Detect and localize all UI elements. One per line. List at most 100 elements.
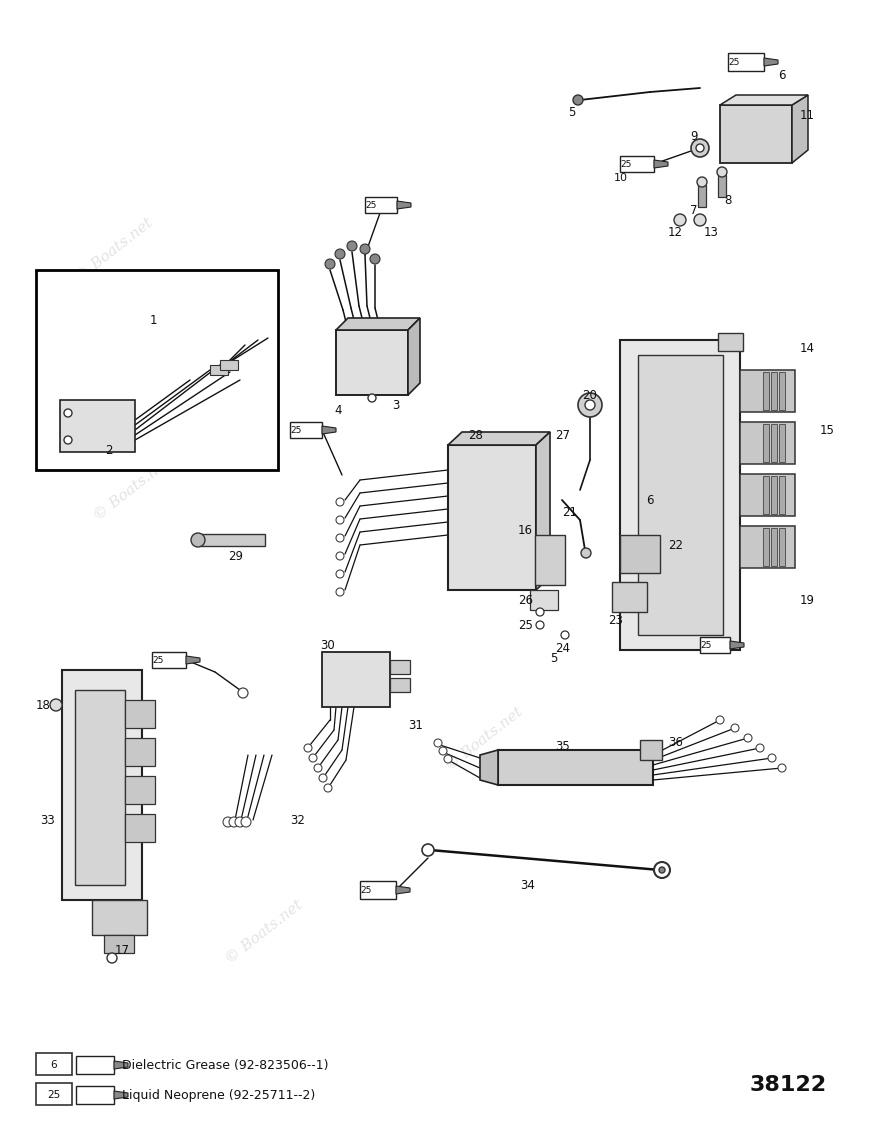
Polygon shape: [397, 201, 411, 209]
Circle shape: [370, 254, 380, 264]
Circle shape: [241, 818, 251, 827]
Text: 14: 14: [800, 341, 815, 355]
Circle shape: [360, 244, 370, 254]
Text: 15: 15: [820, 423, 835, 437]
Bar: [720, 105, 792, 163]
Circle shape: [573, 96, 583, 105]
Polygon shape: [792, 96, 808, 163]
Polygon shape: [480, 750, 498, 785]
Polygon shape: [720, 96, 808, 105]
Text: 33: 33: [40, 813, 55, 827]
Circle shape: [314, 764, 322, 772]
Circle shape: [439, 747, 447, 755]
Text: 5: 5: [550, 652, 557, 664]
Text: 25: 25: [48, 1090, 61, 1099]
Polygon shape: [322, 426, 336, 434]
Text: © Boats.net: © Boats.net: [73, 216, 156, 284]
Bar: [740, 474, 795, 516]
Text: 31: 31: [408, 719, 423, 731]
Text: 22: 22: [668, 539, 683, 551]
Polygon shape: [114, 1061, 128, 1069]
Bar: [728, 53, 764, 70]
Bar: [718, 333, 743, 351]
Circle shape: [696, 144, 704, 152]
Circle shape: [716, 716, 724, 724]
Polygon shape: [396, 886, 410, 894]
Bar: [763, 528, 769, 566]
Circle shape: [336, 498, 344, 506]
Bar: [36, 1053, 72, 1074]
Polygon shape: [654, 160, 668, 168]
Circle shape: [347, 241, 357, 251]
Polygon shape: [764, 58, 778, 66]
Bar: [763, 424, 769, 462]
Bar: [530, 590, 558, 609]
Circle shape: [536, 621, 544, 629]
Text: 9: 9: [690, 130, 698, 142]
Circle shape: [422, 844, 434, 856]
Bar: [779, 424, 785, 462]
Text: 17: 17: [115, 944, 130, 956]
Text: 25: 25: [152, 656, 164, 664]
Circle shape: [336, 551, 344, 561]
Bar: [779, 372, 785, 410]
Circle shape: [578, 393, 602, 417]
Bar: [322, 652, 390, 707]
Bar: [740, 370, 795, 412]
Bar: [220, 360, 238, 370]
Bar: [60, 400, 135, 453]
Circle shape: [659, 868, 665, 873]
Text: 13: 13: [704, 225, 719, 239]
Bar: [36, 269, 278, 470]
Circle shape: [697, 177, 707, 186]
Circle shape: [536, 608, 544, 616]
Circle shape: [731, 724, 739, 732]
Bar: [125, 738, 155, 766]
Bar: [698, 185, 706, 207]
Text: 25: 25: [729, 58, 740, 66]
Bar: [76, 1086, 114, 1104]
Text: 20: 20: [582, 389, 597, 401]
Circle shape: [674, 214, 686, 226]
Text: 10: 10: [614, 173, 628, 183]
Text: 4: 4: [334, 404, 341, 416]
Text: 35: 35: [555, 739, 569, 753]
Bar: [620, 340, 740, 650]
Text: 2: 2: [105, 443, 113, 456]
Circle shape: [336, 570, 344, 578]
Text: 25: 25: [290, 425, 302, 434]
Circle shape: [191, 533, 205, 547]
Text: 34: 34: [520, 879, 535, 891]
Text: 7: 7: [690, 204, 698, 216]
Circle shape: [336, 588, 344, 596]
Bar: [620, 536, 660, 573]
Text: 16: 16: [518, 523, 533, 537]
Circle shape: [744, 735, 752, 742]
Bar: [62, 670, 142, 901]
Bar: [360, 881, 396, 899]
Bar: [612, 582, 647, 612]
Bar: [152, 652, 186, 669]
Text: 26: 26: [518, 594, 533, 606]
Circle shape: [691, 139, 709, 157]
Text: Dielectric Grease (92-823506--1): Dielectric Grease (92-823506--1): [122, 1059, 328, 1071]
Circle shape: [223, 818, 233, 827]
Bar: [336, 330, 408, 395]
Text: 5: 5: [568, 106, 576, 118]
Bar: [125, 775, 155, 804]
Circle shape: [336, 516, 344, 524]
Bar: [390, 678, 410, 692]
Bar: [448, 445, 536, 590]
Circle shape: [229, 818, 239, 827]
Bar: [638, 355, 723, 634]
Circle shape: [50, 699, 62, 711]
Bar: [200, 534, 265, 546]
Circle shape: [368, 395, 376, 402]
Bar: [390, 659, 410, 674]
Circle shape: [325, 259, 335, 269]
Bar: [104, 935, 134, 953]
Text: 6: 6: [51, 1060, 57, 1070]
Text: 25: 25: [365, 200, 377, 209]
Bar: [365, 197, 397, 213]
Polygon shape: [408, 318, 420, 395]
